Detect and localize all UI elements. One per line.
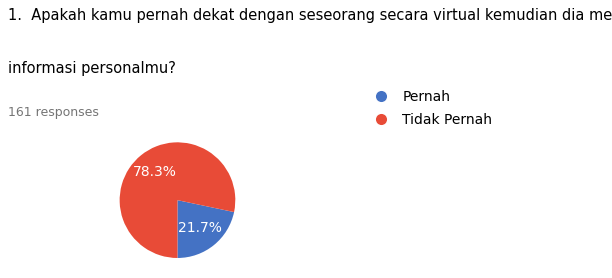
Text: 21.7%: 21.7% xyxy=(178,221,222,235)
Text: informasi personalmu?: informasi personalmu? xyxy=(8,61,176,76)
Text: 161 responses: 161 responses xyxy=(8,106,99,119)
Wedge shape xyxy=(177,200,234,258)
Wedge shape xyxy=(120,142,235,258)
Text: 78.3%: 78.3% xyxy=(133,165,177,179)
Legend: Pernah, Tidak Pernah: Pernah, Tidak Pernah xyxy=(362,85,498,132)
Text: 1.  Apakah kamu pernah dekat dengan seseorang secara virtual kemudian dia membeb: 1. Apakah kamu pernah dekat dengan seseo… xyxy=(8,8,612,23)
